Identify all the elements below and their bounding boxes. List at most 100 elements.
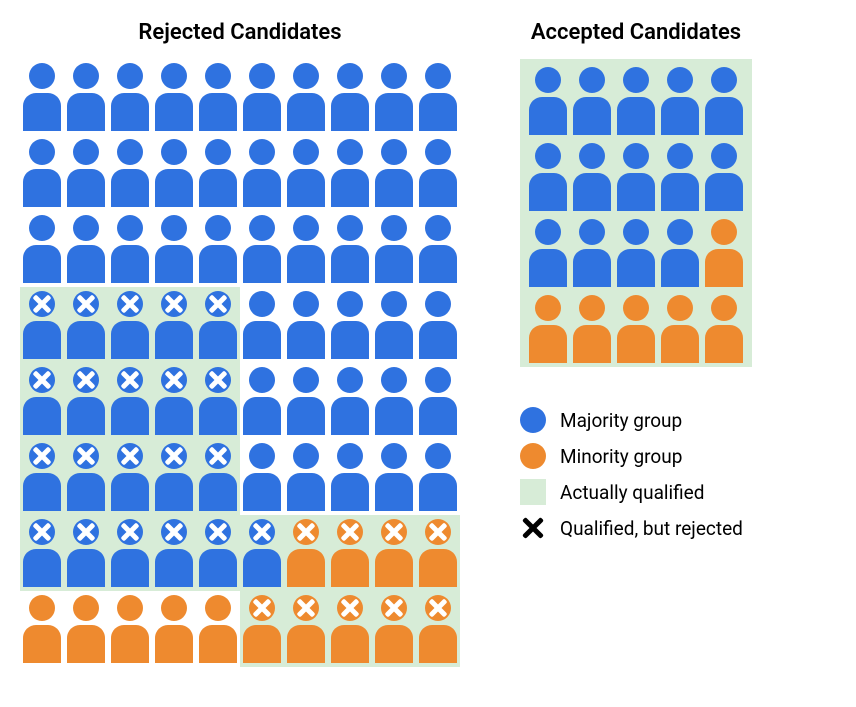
figure-row xyxy=(526,139,746,215)
person-figure-minority xyxy=(526,291,570,367)
legend-swatch-circle xyxy=(520,443,546,469)
person-figure-majority xyxy=(416,287,460,363)
accepted-grid-wrap xyxy=(520,59,752,367)
person-figure-majority xyxy=(372,287,416,363)
person-figure-majority xyxy=(614,63,658,139)
person-figure-majority xyxy=(328,211,372,287)
person-figure-minority xyxy=(328,515,372,591)
person-figure-majority xyxy=(416,59,460,135)
person-figure-majority xyxy=(240,439,284,515)
figure-row xyxy=(20,515,460,591)
rejected-grid xyxy=(20,59,460,667)
person-figure-majority xyxy=(240,211,284,287)
person-figure-majority xyxy=(372,439,416,515)
legend-swatch-circle xyxy=(520,407,546,433)
legend-label: Qualified, but rejected xyxy=(560,517,743,540)
person-figure-minority xyxy=(702,291,746,367)
legend-item: Qualified, but rejected xyxy=(520,515,752,541)
infographic-container: Rejected Candidates Accepted Candidates … xyxy=(20,20,836,667)
person-figure-majority xyxy=(240,363,284,439)
person-figure-majority xyxy=(64,59,108,135)
person-figure-majority xyxy=(416,211,460,287)
person-figure-majority xyxy=(64,439,108,515)
person-figure-majority xyxy=(284,135,328,211)
accepted-title: Accepted Candidates xyxy=(520,20,752,45)
person-figure-majority xyxy=(196,135,240,211)
person-figure-minority xyxy=(372,515,416,591)
person-figure-majority xyxy=(240,135,284,211)
person-figure-majority xyxy=(196,439,240,515)
person-figure-minority xyxy=(614,291,658,367)
figure-row xyxy=(526,291,746,367)
legend-item: Majority group xyxy=(520,407,752,433)
person-figure-majority xyxy=(108,59,152,135)
person-figure-majority xyxy=(152,287,196,363)
figure-row xyxy=(20,135,460,211)
person-figure-majority xyxy=(614,139,658,215)
person-figure-minority xyxy=(702,215,746,291)
person-figure-majority xyxy=(64,135,108,211)
person-figure-majority xyxy=(108,211,152,287)
person-figure-majority xyxy=(108,515,152,591)
person-figure-majority xyxy=(372,59,416,135)
figure-row xyxy=(20,59,460,135)
person-figure-majority xyxy=(328,59,372,135)
person-figure-majority xyxy=(702,63,746,139)
person-figure-majority xyxy=(328,135,372,211)
figure-row xyxy=(526,215,746,291)
person-figure-majority xyxy=(108,287,152,363)
rejected-title: Rejected Candidates xyxy=(20,20,460,45)
person-figure-majority xyxy=(20,59,64,135)
person-figure-minority xyxy=(284,591,328,667)
person-figure-majority xyxy=(20,287,64,363)
person-figure-majority xyxy=(64,287,108,363)
legend-swatch-x-icon xyxy=(520,515,546,541)
person-figure-majority xyxy=(526,139,570,215)
person-figure-majority xyxy=(658,139,702,215)
person-figure-majority xyxy=(284,211,328,287)
figure-row xyxy=(20,591,460,667)
legend-label: Majority group xyxy=(560,409,682,432)
person-figure-majority xyxy=(152,211,196,287)
person-figure-majority xyxy=(196,363,240,439)
figure-row xyxy=(20,211,460,287)
legend: Majority group Minority group Actually qua… xyxy=(520,407,752,541)
person-figure-majority xyxy=(416,439,460,515)
person-figure-minority xyxy=(328,591,372,667)
person-figure-majority xyxy=(108,135,152,211)
person-figure-majority xyxy=(64,211,108,287)
legend-item: Actually qualified xyxy=(520,479,752,505)
person-figure-majority xyxy=(196,515,240,591)
person-figure-majority xyxy=(658,63,702,139)
person-figure-minority xyxy=(570,291,614,367)
figure-row xyxy=(20,363,460,439)
person-figure-majority xyxy=(20,439,64,515)
person-figure-minority xyxy=(152,591,196,667)
person-figure-majority xyxy=(152,363,196,439)
person-figure-majority xyxy=(20,211,64,287)
accepted-grid xyxy=(526,63,746,367)
figure-row xyxy=(20,439,460,515)
person-figure-majority xyxy=(570,215,614,291)
person-figure-majority xyxy=(328,287,372,363)
figure-row xyxy=(20,287,460,363)
person-figure-majority xyxy=(240,59,284,135)
person-figure-majority xyxy=(372,363,416,439)
person-figure-majority xyxy=(372,211,416,287)
person-figure-majority xyxy=(240,287,284,363)
person-figure-majority xyxy=(196,59,240,135)
person-figure-majority xyxy=(108,439,152,515)
legend-label: Minority group xyxy=(560,445,682,468)
person-figure-majority xyxy=(152,515,196,591)
person-figure-majority xyxy=(152,135,196,211)
rejected-panel: Rejected Candidates xyxy=(20,20,460,667)
person-figure-majority xyxy=(196,211,240,287)
person-figure-minority xyxy=(658,291,702,367)
person-figure-majority xyxy=(416,135,460,211)
legend-label: Actually qualified xyxy=(560,481,704,504)
person-figure-minority xyxy=(64,591,108,667)
person-figure-majority xyxy=(152,439,196,515)
person-figure-majority xyxy=(702,139,746,215)
person-figure-majority xyxy=(64,515,108,591)
right-column: Accepted Candidates Majority group Minori… xyxy=(520,20,752,551)
